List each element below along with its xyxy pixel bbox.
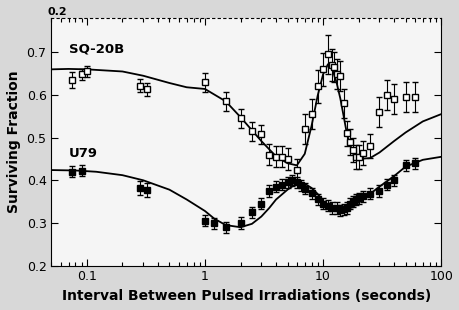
Text: U79: U79: [68, 147, 97, 160]
Y-axis label: Surviving Fraction: Surviving Fraction: [7, 71, 21, 213]
X-axis label: Interval Between Pulsed Irradiations (seconds): Interval Between Pulsed Irradiations (se…: [62, 289, 430, 303]
Text: 0.2: 0.2: [47, 7, 67, 17]
Text: SQ-20B: SQ-20B: [68, 42, 123, 55]
